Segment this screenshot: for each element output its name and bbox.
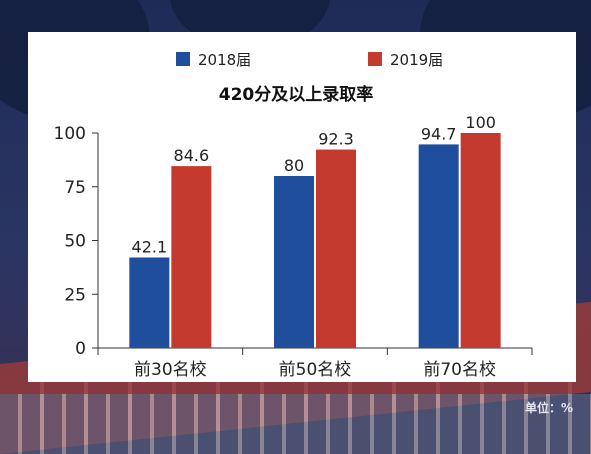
- x-axis: 前30名校 前50名校 前70名校: [97, 347, 533, 380]
- legend-label-1: 2018届: [198, 51, 251, 69]
- y-tick-label-75: 75: [64, 178, 86, 198]
- legend-label-2: 2019届: [390, 51, 443, 69]
- bar-1-3: [418, 144, 459, 348]
- x-tick-label-3: 前70名校: [423, 360, 496, 380]
- x-tick-label-2: 前50名校: [279, 360, 352, 380]
- bar-2-3: [460, 133, 501, 348]
- bar-1-2: [274, 176, 314, 348]
- chart-card: 2018届 2019届 420分及以上录取率 0 25 50 75 100 前30名校 前5…: [28, 32, 576, 382]
- y-tick-label-50: 50: [64, 232, 86, 252]
- data-label-2-1: 84.6: [174, 146, 210, 165]
- data-label-1-1: 42.1: [132, 237, 168, 256]
- bar-2-1: [171, 166, 212, 348]
- bar-1-1: [129, 257, 170, 348]
- legend-swatch-2: [368, 52, 382, 66]
- chart-legend: 2018届 2019届: [176, 51, 443, 69]
- x-tick-label-1: 前30名校: [134, 360, 207, 380]
- y-tick-label-0: 0: [75, 339, 86, 359]
- unit-label: 单位：%: [524, 401, 573, 415]
- y-axis: 0 25 50 75 100: [54, 124, 99, 359]
- data-label-2-3: 100: [465, 113, 496, 132]
- y-tick-label-25: 25: [64, 285, 86, 305]
- chart-title: 420分及以上录取率: [219, 84, 374, 105]
- y-tick-label-100: 100: [54, 124, 86, 144]
- data-label-1-3: 94.7: [421, 124, 457, 143]
- legend-swatch-1: [176, 52, 190, 66]
- data-label-1-2: 80: [284, 156, 304, 175]
- bar-2-2: [316, 149, 356, 348]
- bar-chart: 2018届 2019届 420分及以上录取率 0 25 50 75 100 前30名校 前5…: [54, 51, 533, 380]
- bars: 42.1 84.6 80 92.3 94.7 100: [129, 113, 501, 348]
- data-label-2-2: 92.3: [318, 130, 354, 149]
